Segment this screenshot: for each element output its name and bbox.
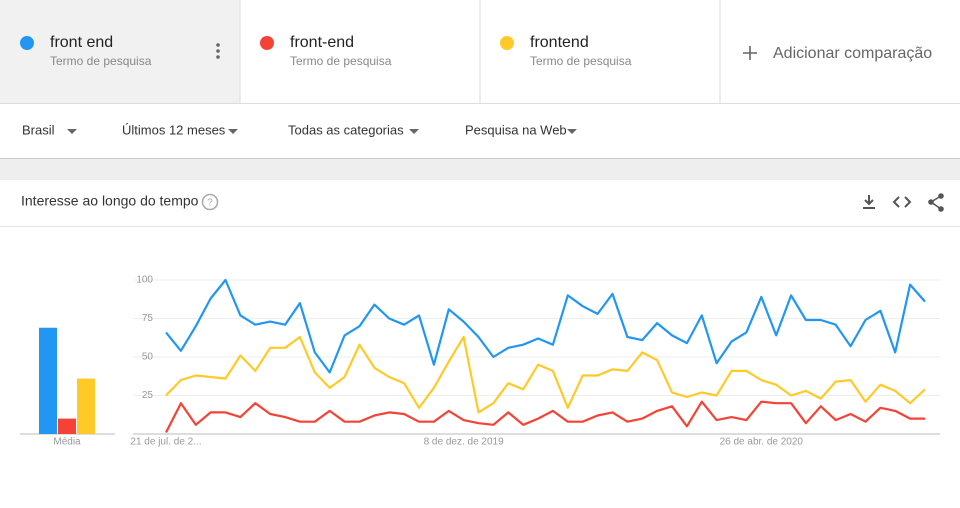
average-bar [58, 418, 76, 434]
y-tick-label: 75 [142, 313, 154, 324]
average-bar [39, 327, 57, 434]
download-icon[interactable] [863, 195, 875, 209]
filter[interactable]: Brasil [22, 122, 55, 137]
dot [216, 49, 220, 53]
add-comparison[interactable]: Adicionar comparação [773, 45, 932, 62]
filter[interactable]: Todas as categorias [288, 122, 404, 137]
menu-dots[interactable] [216, 43, 220, 59]
link [929, 195, 942, 210]
term-subtitle: Termo de pesquisa [50, 54, 152, 68]
arrow [67, 129, 77, 134]
x-tick-label: 8 de dez. de 2019 [424, 437, 505, 448]
y-tick-label: 50 [142, 352, 154, 363]
chart-title: Interesse ao longo do tempo [21, 193, 199, 209]
dot [216, 55, 220, 59]
help-circle [201, 193, 219, 211]
term-subtitle: Termo de pesquisa [530, 54, 632, 68]
legend-dot [20, 36, 34, 50]
arrow [228, 129, 238, 134]
share-icon[interactable] [928, 193, 944, 212]
term-name: front-end [290, 34, 354, 51]
dot [216, 43, 220, 47]
series-line [165, 278, 926, 374]
series-line [165, 335, 926, 414]
y-tick-label: 25 [142, 390, 154, 401]
filter[interactable]: Pesquisa na Web [465, 122, 567, 137]
series-line [165, 400, 925, 433]
arrow [409, 129, 419, 134]
filter[interactable]: Últimos 12 meses [122, 122, 226, 137]
x-tick-label: 26 de abr. de 2020 [720, 437, 804, 448]
term-card-active[interactable] [0, 0, 240, 103]
x-tick-label: 21 de jul. de 2... [130, 437, 201, 448]
term-name: frontend [530, 34, 589, 51]
term-name: front end [50, 34, 113, 51]
term-subtitle: Termo de pesquisa [290, 54, 392, 68]
help-mark: ? [207, 198, 213, 209]
embed-icon[interactable] [892, 196, 912, 208]
average-label: Média [53, 437, 81, 448]
average-bar [77, 378, 95, 434]
arrow [567, 129, 577, 134]
chart-card [0, 180, 960, 508]
legend-dot [500, 36, 514, 50]
y-tick-label: 100 [136, 275, 153, 286]
legend-dot [260, 36, 274, 50]
plus-icon[interactable] [743, 46, 757, 60]
dropdown-arrows [67, 129, 577, 134]
help-icon[interactable]: ? [201, 193, 219, 211]
